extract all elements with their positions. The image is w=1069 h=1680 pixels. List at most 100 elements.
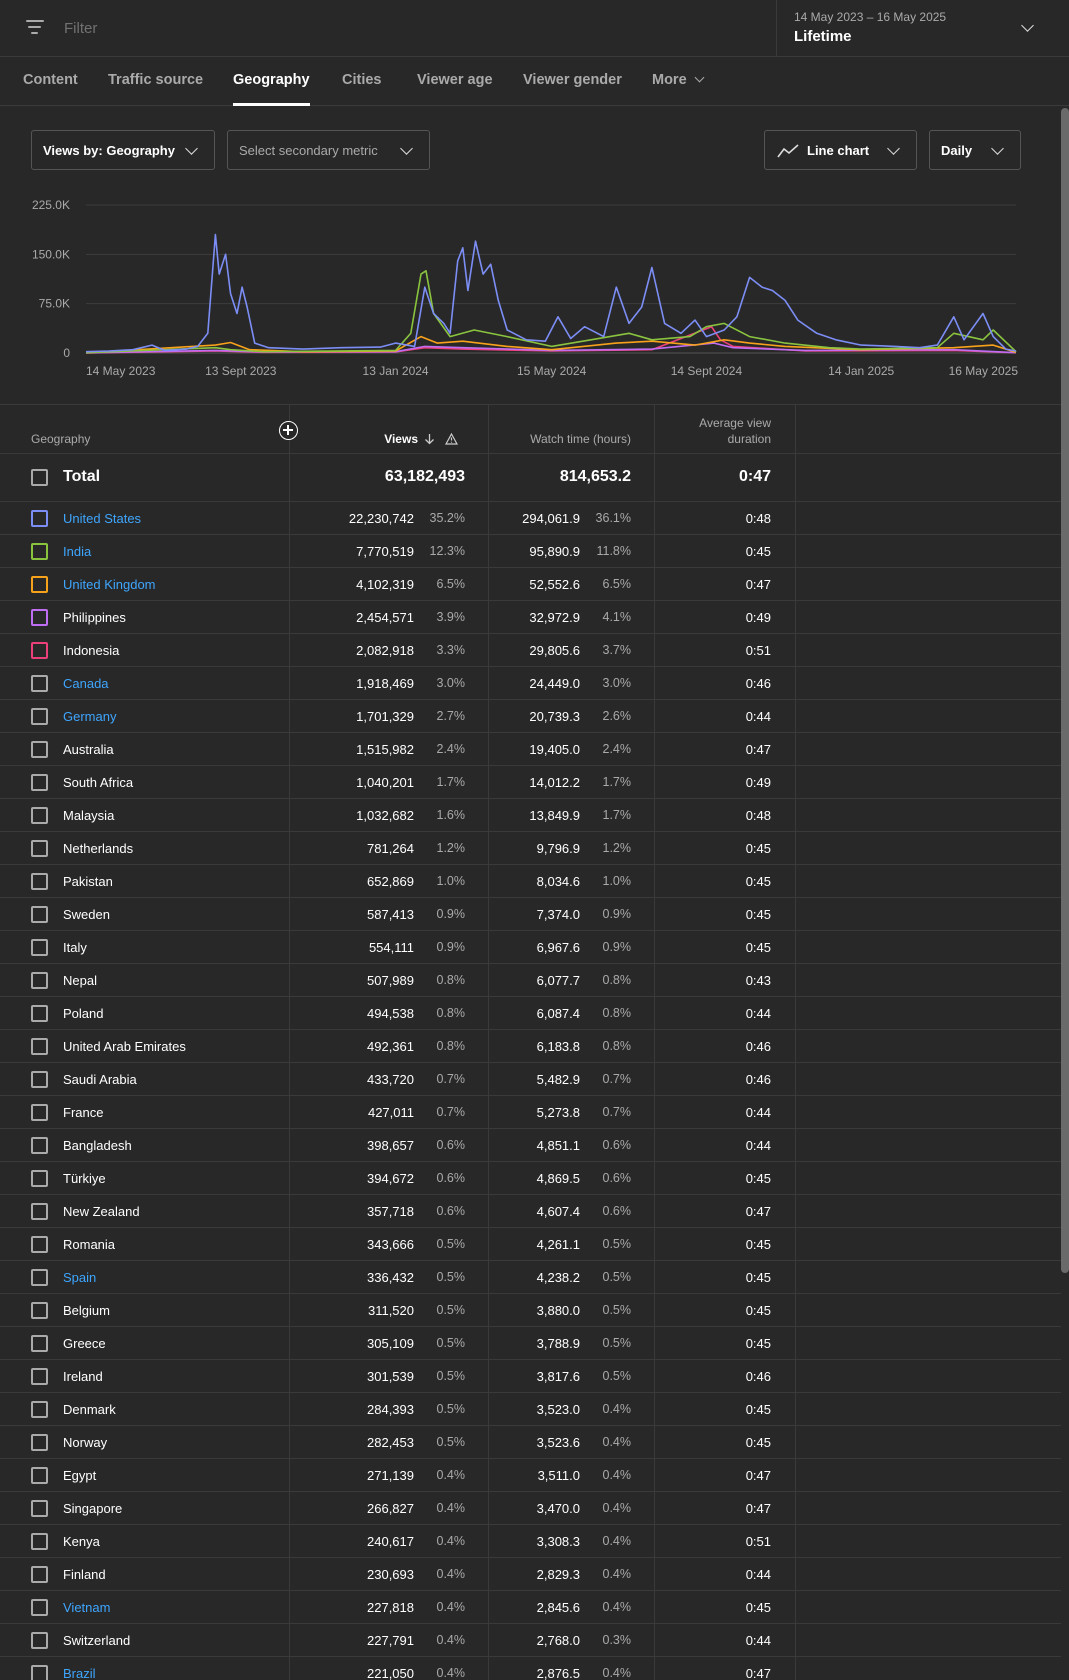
table-row: New Zealand 357,718 0.6% 4,607.4 0.6% 0:47	[0, 1195, 1061, 1228]
row-checkbox[interactable]	[31, 576, 48, 593]
avg-view-duration: 0:44	[745, 1138, 771, 1153]
views-value: 357,718	[367, 1204, 414, 1219]
tab-cities[interactable]: Cities	[342, 72, 382, 88]
geography-column-header[interactable]: Geography	[31, 432, 91, 446]
country-name[interactable]: United Kingdom	[63, 577, 156, 592]
geography-table: Geography Views Watch time (hours) Avera…	[0, 404, 1061, 1680]
scrollbar[interactable]	[1061, 108, 1069, 1273]
row-checkbox[interactable]	[31, 1005, 48, 1022]
country-name[interactable]: United States	[63, 511, 142, 526]
country-name: Saudi Arabia	[63, 1072, 137, 1087]
row-checkbox[interactable]	[31, 1368, 48, 1385]
row-checkbox[interactable]	[31, 1599, 48, 1616]
watch-time-value: 29,805.6	[529, 643, 580, 658]
tab-traffic-source[interactable]: Traffic source	[108, 72, 204, 88]
country-name[interactable]: Vietnam	[63, 1600, 111, 1615]
views-percent: 0.5%	[436, 1369, 466, 1383]
table-row: Kenya 240,617 0.4% 3,308.3 0.4% 0:51	[0, 1525, 1061, 1558]
row-checkbox[interactable]	[31, 1500, 48, 1517]
table-row: Sweden 587,413 0.9% 7,374.0 0.9% 0:45	[0, 898, 1061, 931]
filter-input[interactable]: Filter	[64, 20, 98, 37]
row-checkbox[interactable]	[31, 1170, 48, 1187]
views-percent: 1.2%	[436, 841, 466, 855]
row-checkbox[interactable]	[31, 1203, 48, 1220]
row-checkbox[interactable]	[31, 774, 48, 791]
report-tabs: Content Traffic source Geography Cities …	[0, 57, 1069, 106]
row-checkbox[interactable]	[31, 939, 48, 956]
views-value: 284,393	[367, 1402, 414, 1417]
row-checkbox[interactable]	[31, 675, 48, 692]
row-checkbox[interactable]	[31, 642, 48, 659]
row-checkbox[interactable]	[31, 1467, 48, 1484]
series-line-united-states[interactable]	[85, 233, 1017, 353]
secondary-metric-dropdown[interactable]: Select secondary metric	[227, 130, 430, 170]
table-row: Denmark 284,393 0.5% 3,523.0 0.4% 0:45	[0, 1393, 1061, 1426]
row-checkbox[interactable]	[31, 1071, 48, 1088]
row-checkbox[interactable]	[31, 1038, 48, 1055]
views-value: 240,617	[367, 1534, 414, 1549]
row-checkbox[interactable]	[31, 840, 48, 857]
row-checkbox[interactable]	[31, 873, 48, 890]
avg-view-duration: 0:46	[745, 1039, 771, 1054]
row-checkbox[interactable]	[31, 543, 48, 560]
row-checkbox[interactable]	[31, 1401, 48, 1418]
row-checkbox[interactable]	[31, 906, 48, 923]
country-name[interactable]: Germany	[63, 709, 117, 724]
total-checkbox[interactable]	[31, 469, 48, 486]
watch-time-column-header[interactable]: Watch time (hours)	[530, 432, 631, 446]
row-checkbox[interactable]	[31, 1269, 48, 1286]
tab-viewer-gender[interactable]: Viewer gender	[523, 72, 622, 88]
views-column-header[interactable]: Views	[384, 432, 418, 446]
add-column-icon[interactable]	[279, 421, 298, 440]
row-checkbox[interactable]	[31, 1335, 48, 1352]
row-checkbox[interactable]	[31, 1137, 48, 1154]
row-checkbox[interactable]	[31, 1104, 48, 1121]
watch-time-percent: 0.5%	[602, 1336, 632, 1350]
avg-view-duration: 0:44	[745, 1006, 771, 1021]
granularity-dropdown[interactable]: Daily	[929, 130, 1021, 170]
row-checkbox[interactable]	[31, 807, 48, 824]
table-row: Norway 282,453 0.5% 3,523.6 0.4% 0:45	[0, 1426, 1061, 1459]
chart-type-dropdown[interactable]: Line chart	[764, 130, 917, 170]
views-value: 781,264	[367, 841, 414, 856]
row-checkbox[interactable]	[31, 972, 48, 989]
row-checkbox[interactable]	[31, 741, 48, 758]
row-checkbox[interactable]	[31, 1434, 48, 1451]
row-checkbox[interactable]	[31, 1632, 48, 1649]
total-label: Total	[63, 468, 101, 485]
warning-icon[interactable]	[445, 433, 458, 445]
row-checkbox[interactable]	[31, 1665, 48, 1680]
tab-content[interactable]: Content	[23, 72, 78, 88]
country-name[interactable]: Brazil	[63, 1666, 96, 1680]
views-percent: 1.0%	[436, 874, 466, 888]
tab-viewer-age[interactable]: Viewer age	[417, 72, 493, 88]
row-checkbox[interactable]	[31, 708, 48, 725]
table-row: Finland 230,693 0.4% 2,829.3 0.4% 0:44	[0, 1558, 1061, 1591]
watch-time-value: 6,087.4	[536, 1006, 580, 1021]
watch-time-value: 24,449.0	[529, 676, 580, 691]
date-range-selector[interactable]: 14 May 2023 – 16 May 2025 Lifetime	[776, 0, 1069, 57]
row-checkbox[interactable]	[31, 1302, 48, 1319]
sort-descending-icon[interactable]	[424, 433, 435, 445]
views-percent: 0.5%	[436, 1270, 466, 1284]
row-checkbox[interactable]	[31, 1566, 48, 1583]
series-line-india[interactable]	[85, 270, 1017, 354]
avd-column-header[interactable]: Average view duration	[699, 416, 771, 446]
country-name[interactable]: Spain	[63, 1270, 97, 1285]
tab-more[interactable]: More	[652, 72, 705, 106]
row-checkbox[interactable]	[31, 510, 48, 527]
row-checkbox[interactable]	[31, 1533, 48, 1550]
country-name[interactable]: Canada	[63, 676, 109, 691]
row-checkbox[interactable]	[31, 1236, 48, 1253]
watch-time-value: 4,869.5	[536, 1171, 580, 1186]
country-name[interactable]: India	[63, 544, 92, 559]
row-checkbox[interactable]	[31, 609, 48, 626]
filter-icon[interactable]	[26, 20, 46, 36]
tab-geography[interactable]: Geography	[233, 72, 310, 106]
views-value: 282,453	[367, 1435, 414, 1450]
avg-view-duration: 0:45	[745, 544, 771, 559]
views-value: 7,770,519	[356, 544, 414, 559]
primary-metric-dropdown[interactable]: Views by: Geography	[31, 130, 215, 170]
avg-view-duration: 0:45	[745, 874, 771, 889]
country-name: France	[63, 1105, 104, 1120]
